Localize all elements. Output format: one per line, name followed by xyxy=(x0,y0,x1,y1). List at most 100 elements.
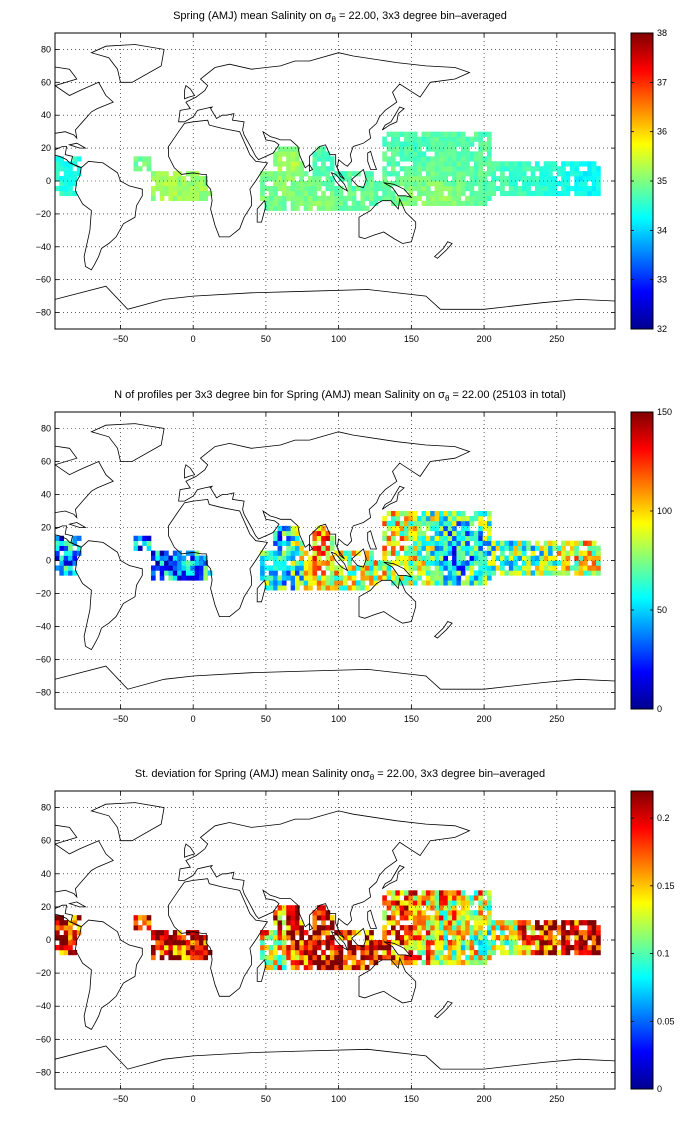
data-cell xyxy=(548,555,553,561)
data-cell xyxy=(203,560,209,566)
data-cell xyxy=(260,935,265,941)
data-cell xyxy=(382,156,387,162)
data-cell xyxy=(421,131,427,137)
data-cell xyxy=(290,565,296,571)
data-cell xyxy=(425,535,431,541)
data-cell xyxy=(295,570,300,576)
data-cell xyxy=(487,545,492,551)
data-cell xyxy=(273,915,278,921)
data-cell xyxy=(447,575,453,581)
coastline-south-america xyxy=(74,540,143,651)
data-cell xyxy=(504,190,510,197)
data-cell xyxy=(456,925,462,931)
data-cell xyxy=(316,530,322,537)
data-cell xyxy=(316,585,322,591)
data-cell xyxy=(391,930,396,936)
data-cell xyxy=(417,915,422,921)
data-cell xyxy=(452,915,457,921)
data-cell xyxy=(583,185,588,192)
data-cell xyxy=(399,915,405,921)
data-cell xyxy=(539,560,545,566)
data-cell xyxy=(343,964,348,971)
data-cell xyxy=(338,195,344,202)
data-cell xyxy=(316,181,322,187)
data-cell xyxy=(500,920,505,926)
data-cell xyxy=(321,195,326,202)
data-cell xyxy=(469,935,475,941)
data-cell xyxy=(391,949,396,956)
data-cell xyxy=(548,949,553,956)
colorbar-tick-label: 34 xyxy=(657,225,667,235)
data-cell xyxy=(151,550,156,556)
data-cell xyxy=(347,550,353,556)
data-cell xyxy=(316,535,322,541)
data-cell xyxy=(172,935,178,941)
data-cell xyxy=(508,176,514,182)
data-cell xyxy=(565,930,571,936)
data-cell xyxy=(329,545,335,551)
data-cell xyxy=(421,949,427,956)
data-cell xyxy=(517,540,523,546)
data-cell xyxy=(316,935,322,941)
data-cell xyxy=(460,515,466,522)
data-cell xyxy=(295,171,300,177)
data-cell xyxy=(535,540,540,546)
data-cell xyxy=(469,570,475,576)
data-cell xyxy=(434,930,440,936)
data-cell xyxy=(151,935,156,941)
data-cell xyxy=(530,940,536,946)
data-cell xyxy=(421,580,427,586)
data-cell xyxy=(439,940,444,946)
data-cell xyxy=(373,195,379,202)
data-cell xyxy=(439,570,444,576)
data-cell xyxy=(456,151,462,157)
data-cell xyxy=(539,550,545,556)
data-cell xyxy=(439,550,444,556)
data-cell xyxy=(203,195,209,202)
data-cell xyxy=(277,580,283,586)
chart-title: Spring (AMJ) mean Salinity on σθ = 22.00… xyxy=(173,10,507,24)
data-cell xyxy=(430,915,435,921)
data-cell xyxy=(508,949,514,956)
data-cell xyxy=(391,525,396,532)
data-cell xyxy=(299,190,305,197)
data-cell xyxy=(369,195,374,202)
data-cell xyxy=(487,930,492,936)
data-cell xyxy=(404,944,409,951)
data-cell xyxy=(404,530,409,537)
data-cell xyxy=(469,555,475,561)
data-cell xyxy=(469,190,475,197)
data-cell xyxy=(382,895,387,901)
data-cell xyxy=(578,181,584,187)
data-cell xyxy=(299,565,305,571)
data-cell xyxy=(578,570,584,576)
data-cell xyxy=(391,560,396,566)
data-cell xyxy=(469,136,475,142)
data-cell xyxy=(386,156,392,162)
data-cell xyxy=(277,205,283,211)
data-cell xyxy=(460,895,466,901)
y-tick-label: 60 xyxy=(41,836,51,846)
data-cell xyxy=(373,575,379,581)
data-cell xyxy=(434,141,440,147)
x-tick-label: 100 xyxy=(331,1094,346,1104)
data-cell xyxy=(351,565,357,571)
data-cell xyxy=(504,570,510,576)
title-subscript: θ xyxy=(445,394,450,403)
data-cell xyxy=(273,920,278,926)
data-cell xyxy=(430,925,435,931)
data-cell xyxy=(596,190,601,197)
data-cell xyxy=(548,920,553,926)
data-cell xyxy=(72,570,78,576)
data-cell xyxy=(382,565,387,571)
data-cell xyxy=(539,555,545,561)
data-cell xyxy=(329,560,335,566)
data-cell xyxy=(286,161,291,167)
data-cell xyxy=(325,560,331,566)
data-cell xyxy=(338,565,344,571)
data-cell xyxy=(452,949,457,956)
coastline-cuba xyxy=(68,901,87,908)
data-cell xyxy=(377,560,383,566)
data-cell xyxy=(308,195,313,202)
